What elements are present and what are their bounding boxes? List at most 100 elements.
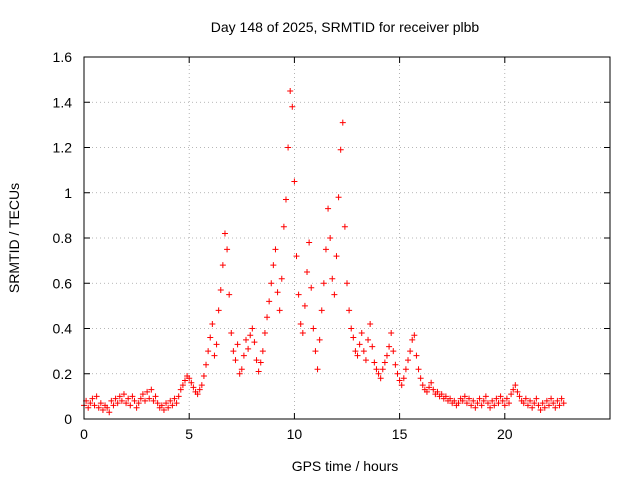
y-tick-label: 0.6 <box>53 275 73 291</box>
data-point <box>506 400 513 407</box>
data-point <box>396 377 403 384</box>
data-point <box>556 402 563 409</box>
data-point <box>266 298 273 305</box>
y-tick-label: 0.8 <box>53 230 73 246</box>
y-tick-label: 1.4 <box>53 94 73 110</box>
data-point <box>224 246 231 253</box>
data-point <box>529 404 536 411</box>
data-point <box>112 395 119 402</box>
data-point <box>428 379 435 386</box>
data-point <box>236 370 243 377</box>
data-point <box>510 386 517 393</box>
data-point <box>85 404 92 411</box>
data-point <box>480 397 487 404</box>
data-point <box>287 87 294 94</box>
data-point <box>388 330 395 337</box>
data-point <box>423 388 430 395</box>
data-point <box>142 397 149 404</box>
data-point <box>474 400 481 407</box>
data-point <box>346 307 353 314</box>
data-point <box>411 332 418 339</box>
data-point <box>137 395 144 402</box>
data-point <box>173 400 180 407</box>
data-point <box>533 395 540 402</box>
data-points <box>81 87 567 416</box>
x-tick-label: 15 <box>392 426 408 442</box>
data-point <box>527 397 534 404</box>
data-point <box>491 402 498 409</box>
x-axis-label: GPS time / hours <box>292 458 399 474</box>
data-point <box>251 339 258 346</box>
data-point <box>514 388 521 395</box>
data-point <box>539 400 546 407</box>
x-tick-label: 0 <box>80 426 88 442</box>
data-point <box>341 223 348 230</box>
data-point <box>322 246 329 253</box>
data-point <box>238 366 245 373</box>
data-point <box>131 397 138 404</box>
data-point <box>362 357 369 364</box>
data-point <box>455 400 462 407</box>
data-point <box>232 357 239 364</box>
data-point <box>264 314 271 321</box>
data-point <box>508 391 515 398</box>
data-point <box>198 382 205 389</box>
data-point <box>146 395 153 402</box>
data-point <box>541 404 548 411</box>
data-point <box>160 406 167 413</box>
data-point <box>333 253 340 260</box>
data-point <box>377 375 384 382</box>
data-point <box>413 352 420 359</box>
data-point <box>268 280 275 287</box>
data-point <box>390 348 397 355</box>
y-tick-label: 1.2 <box>53 140 73 156</box>
data-point <box>358 330 365 337</box>
data-point <box>499 397 506 404</box>
data-point <box>512 382 519 389</box>
data-point <box>470 397 477 404</box>
data-point <box>95 404 102 411</box>
x-axis-ticks: 0 5 10 15 20 <box>80 57 513 442</box>
data-point <box>548 395 555 402</box>
data-point <box>318 307 325 314</box>
data-point <box>352 348 359 355</box>
data-point <box>217 287 224 294</box>
data-point <box>274 289 281 296</box>
data-point <box>472 404 479 411</box>
data-point <box>442 393 449 400</box>
data-point <box>522 395 529 402</box>
data-point <box>243 336 250 343</box>
data-point <box>97 400 104 407</box>
data-point <box>209 320 216 327</box>
data-point <box>181 377 188 384</box>
data-point <box>558 395 565 402</box>
data-point <box>190 384 197 391</box>
data-point <box>114 400 121 407</box>
data-point <box>430 386 437 393</box>
data-point <box>234 341 241 348</box>
data-point <box>165 404 172 411</box>
x-tick-label: 10 <box>287 426 303 442</box>
data-point <box>543 397 550 404</box>
data-point <box>468 402 475 409</box>
data-point <box>419 382 426 389</box>
data-point <box>489 397 496 404</box>
data-point <box>186 375 193 382</box>
data-point <box>226 291 233 298</box>
data-point <box>152 393 159 400</box>
data-point <box>320 280 327 287</box>
data-point <box>289 103 296 110</box>
data-point <box>261 330 268 337</box>
data-point <box>230 348 237 355</box>
data-point <box>402 366 409 373</box>
data-point <box>245 345 252 352</box>
data-point <box>407 348 414 355</box>
data-point <box>93 393 100 400</box>
data-point <box>150 397 157 404</box>
data-point <box>354 352 361 359</box>
data-point <box>415 366 422 373</box>
data-point <box>495 400 502 407</box>
